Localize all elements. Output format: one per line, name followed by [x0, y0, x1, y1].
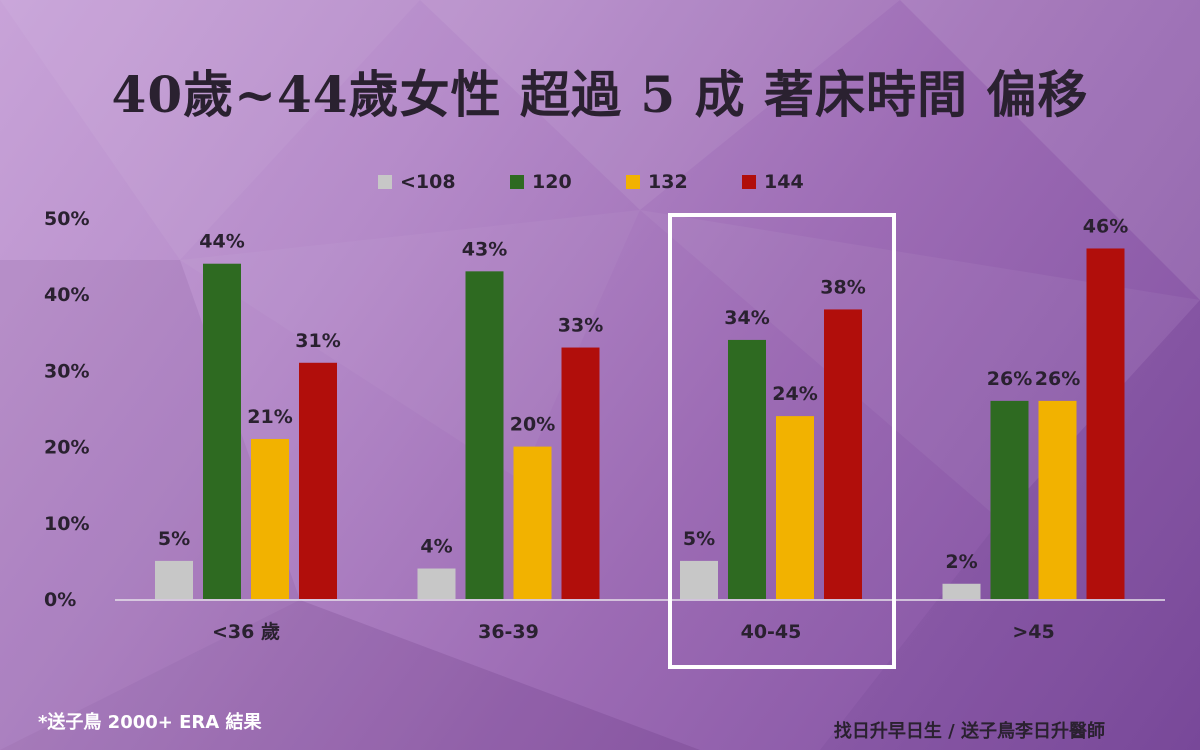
bar [1038, 400, 1077, 599]
chart-legend: <108 120 132 144 [0, 170, 1200, 194]
x-tick-label: >45 [1012, 621, 1054, 643]
credit-text: 找日升早日生 / 送子鳥李日升醫師 [833, 721, 1105, 742]
data-label: 34% [724, 307, 769, 329]
y-tick-label: 40% [44, 284, 89, 306]
data-label: 2% [945, 551, 977, 573]
bar [776, 416, 814, 599]
legend-item-144: 144 [742, 170, 804, 194]
data-label: 46% [1083, 215, 1128, 237]
highlight-box [668, 213, 896, 669]
legend-swatch [378, 175, 392, 189]
data-label: 26% [1035, 368, 1080, 390]
data-label: 20% [510, 414, 555, 436]
data-label: 43% [462, 238, 507, 260]
bar [513, 446, 552, 599]
y-tick-label: 10% [44, 513, 89, 535]
legend-label: 120 [532, 171, 572, 193]
data-label: 5% [158, 528, 190, 550]
bar [417, 568, 456, 599]
bar [465, 271, 504, 599]
legend-item-108: <108 [378, 170, 456, 194]
data-label: 26% [987, 368, 1032, 390]
bar [824, 309, 862, 599]
y-tick-label: 50% [44, 208, 89, 230]
chart-title: 40歲~44歲女性 超過 5 成 著床時間 偏移 [111, 65, 1089, 124]
data-label: 44% [199, 231, 244, 253]
data-label: 38% [820, 276, 865, 298]
data-label: 4% [420, 536, 452, 558]
data-label: 21% [247, 406, 292, 428]
x-tick-label: 36-39 [478, 621, 539, 643]
legend-label: 132 [648, 171, 688, 193]
bar [251, 438, 289, 599]
bar [1086, 248, 1125, 600]
x-tick-label: <36 歲 [212, 620, 280, 643]
y-tick-label: 0% [44, 589, 76, 611]
bar [561, 347, 600, 599]
data-label: 5% [683, 528, 715, 550]
footnote: *送子鳥 2000+ ERA 結果 [38, 712, 262, 733]
legend-swatch [510, 175, 524, 189]
data-label: 31% [295, 330, 340, 352]
bar [942, 583, 981, 599]
bar [680, 560, 718, 599]
legend-item-120: 120 [510, 170, 572, 194]
legend-swatch [626, 175, 640, 189]
x-tick-label: 40-45 [741, 621, 802, 643]
legend-label: 144 [764, 171, 804, 193]
bar [155, 560, 193, 599]
legend-swatch [742, 175, 756, 189]
bar [203, 263, 241, 599]
y-tick-label: 30% [44, 360, 89, 382]
data-label: 33% [558, 315, 603, 337]
legend-item-132: 132 [626, 170, 688, 194]
y-tick-label: 20% [44, 437, 89, 459]
data-label: 24% [772, 383, 817, 405]
bar [990, 400, 1029, 599]
bar [299, 362, 337, 599]
legend-label: <108 [400, 171, 456, 193]
bar [728, 339, 766, 599]
